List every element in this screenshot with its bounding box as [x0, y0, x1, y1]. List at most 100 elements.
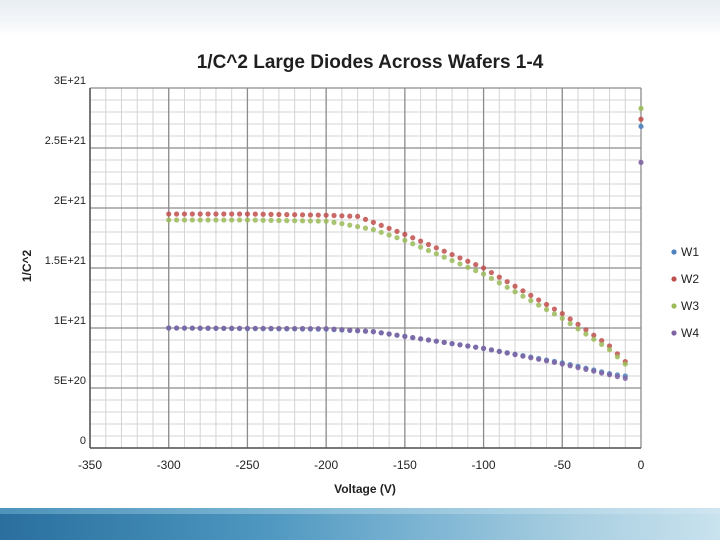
data-point-w4	[173, 325, 180, 331]
data-point-w3	[551, 311, 558, 317]
data-point-w3	[229, 217, 235, 223]
x-tick-label: -50	[554, 458, 572, 472]
data-point-w3	[197, 217, 203, 223]
data-point-w2	[520, 288, 526, 294]
data-point-w3	[418, 244, 424, 250]
data-point-w2	[410, 235, 416, 241]
data-point-w4	[551, 359, 558, 366]
data-point-w4	[473, 344, 479, 350]
data-point-w3	[449, 257, 455, 264]
data-point-w4	[402, 333, 408, 339]
x-axis-label: Voltage (V)	[334, 482, 396, 496]
data-point-w3	[276, 217, 282, 224]
data-point-w2	[418, 238, 424, 244]
data-point-w3	[480, 271, 487, 277]
data-point-w2	[370, 219, 376, 225]
data-point-w2	[307, 212, 313, 218]
data-point-w3	[496, 280, 502, 286]
data-point-w4	[276, 325, 282, 332]
chart-frame: 1/C^2 Large Diodes Across Wafers 1-4 -35…	[10, 36, 712, 508]
y-tick-label: 2E+21	[54, 195, 86, 207]
data-point-w2	[638, 116, 644, 122]
data-point-w2	[197, 211, 203, 217]
data-point-w3	[213, 217, 219, 223]
data-point-w3	[315, 218, 321, 224]
data-point-w3	[307, 218, 313, 224]
slide-top-band	[0, 0, 720, 36]
data-point-w2	[543, 301, 550, 308]
data-point-w4	[622, 375, 628, 381]
data-point-w2	[496, 274, 502, 280]
data-point-w4	[331, 326, 337, 332]
data-point-w3	[457, 261, 463, 267]
data-point-w3	[614, 354, 620, 360]
data-point-w3	[189, 217, 195, 223]
data-point-w4	[583, 366, 589, 372]
data-points	[166, 105, 644, 381]
legend-marker-w1	[671, 249, 677, 255]
chart-title: 1/C^2 Large Diodes Across Wafers 1-4	[197, 52, 544, 73]
data-point-w4	[410, 335, 416, 341]
data-point-w2	[402, 231, 408, 237]
data-point-w4	[284, 325, 290, 332]
data-point-w4	[197, 325, 203, 331]
data-point-w2	[213, 211, 219, 217]
data-point-w4	[229, 325, 235, 331]
data-point-w4	[347, 327, 353, 333]
data-point-w2	[441, 248, 447, 254]
data-point-w3	[394, 235, 400, 241]
data-point-w4	[355, 328, 361, 334]
chart-svg: 1/C^2 Large Diodes Across Wafers 1-4 -35…	[20, 52, 699, 496]
data-point-w3	[567, 321, 573, 327]
data-point-w3	[504, 284, 510, 290]
data-point-w4	[433, 338, 439, 344]
data-point-w4	[236, 325, 243, 331]
data-point-w2	[189, 211, 195, 217]
data-point-w3	[331, 219, 337, 225]
data-point-w4	[323, 326, 329, 332]
data-point-w2	[394, 228, 400, 234]
data-point-w3	[591, 336, 597, 342]
data-point-w2	[504, 279, 510, 285]
data-point-w2	[567, 316, 573, 322]
data-point-w2	[292, 212, 298, 218]
legend: W1 W2 W3 W4	[671, 245, 699, 340]
data-point-w3	[433, 251, 439, 257]
data-point-w4	[268, 325, 274, 331]
data-point-w4	[315, 325, 321, 332]
data-point-w4	[362, 328, 369, 334]
legend-marker-w4	[671, 330, 677, 336]
data-point-w2	[551, 306, 558, 312]
data-point-w3	[543, 306, 550, 313]
data-point-w2	[166, 211, 172, 217]
x-tick-label: -350	[78, 458, 102, 472]
y-tick-label: 0	[80, 435, 86, 447]
data-point-w4	[378, 330, 384, 336]
data-point-w3	[410, 241, 416, 247]
data-point-w2	[252, 211, 258, 217]
data-point-w2	[229, 211, 235, 217]
data-point-w4	[606, 372, 613, 378]
data-point-w2	[512, 283, 518, 289]
y-tick-label: 3E+21	[54, 75, 86, 87]
data-point-w4	[543, 358, 550, 364]
data-point-w3	[299, 218, 306, 224]
data-point-w4	[425, 337, 432, 343]
data-point-w2	[347, 213, 353, 219]
data-point-w4	[575, 365, 581, 371]
data-point-w3	[221, 217, 227, 223]
data-point-w3	[386, 232, 392, 238]
y-tick-label: 1.5E+21	[45, 255, 86, 267]
data-point-w3	[465, 264, 471, 270]
data-point-w2	[355, 213, 361, 219]
data-point-w3	[323, 218, 329, 224]
data-point-w2	[244, 211, 251, 217]
data-point-w4	[252, 325, 258, 331]
data-point-w2	[173, 211, 180, 217]
data-point-w2	[339, 213, 345, 219]
data-point-w2	[488, 269, 495, 276]
data-point-w4	[299, 325, 306, 332]
data-point-w2	[284, 212, 290, 218]
data-point-w2	[299, 212, 306, 218]
data-point-w4	[292, 325, 298, 332]
